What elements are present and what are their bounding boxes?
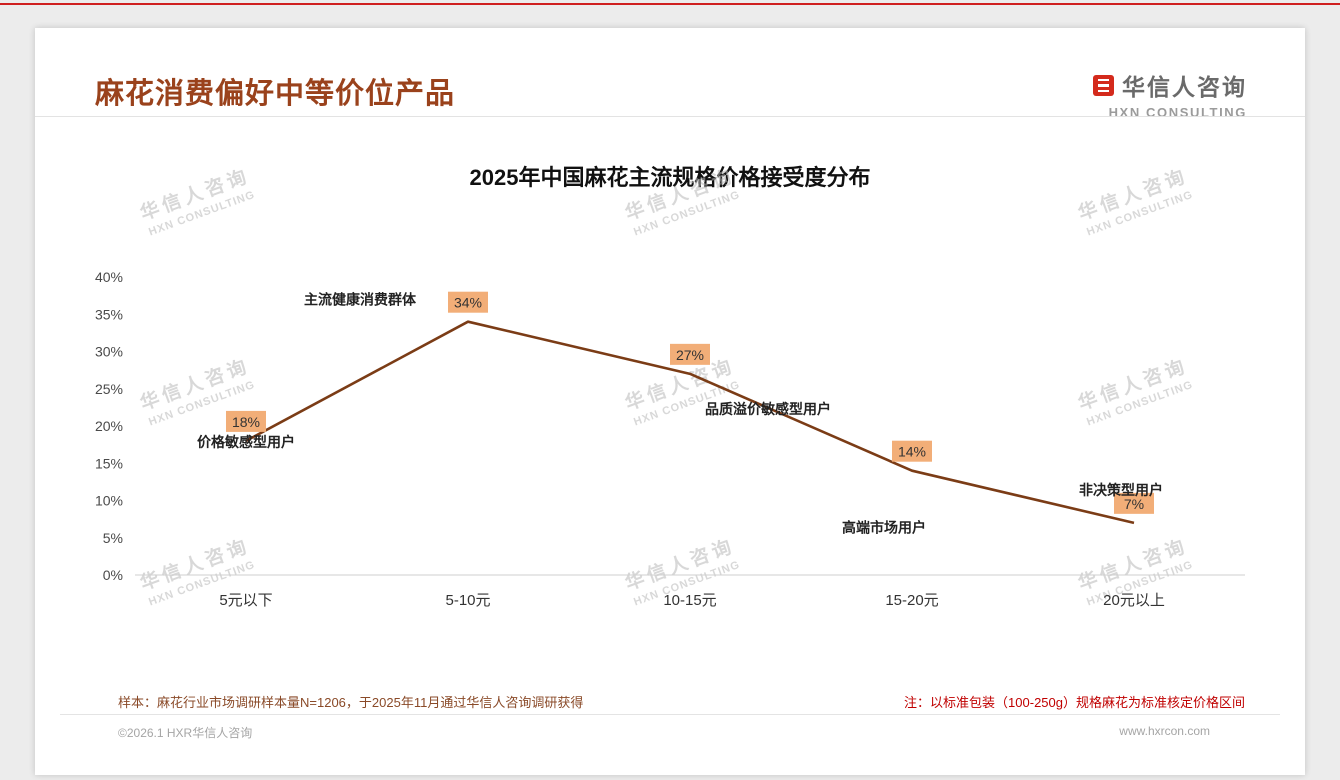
value-label: 14% [898, 444, 926, 460]
point-annotation: 非决策型用户 [1079, 482, 1163, 498]
value-label-box [1114, 492, 1154, 514]
chart-title: 2025年中国麻花主流规格价格接受度分布 [469, 165, 871, 190]
value-label: 34% [454, 295, 482, 311]
value-label: 18% [232, 414, 260, 430]
y-tick-label: 5% [103, 530, 123, 546]
brand-name: 华信人咨询 [1122, 74, 1247, 100]
value-label: 7% [1124, 496, 1144, 512]
y-tick-label: 0% [103, 567, 123, 583]
y-tick-label: 10% [95, 493, 123, 509]
brand-block: 华信人咨询 HXN CONSULTING [1093, 68, 1247, 120]
value-label-box [670, 343, 710, 365]
copyright-text: ©2026.1 HXR华信人咨询 [118, 726, 253, 740]
price-acceptance-line-chart: 0% 5% 10% 15% 20% 25% 30% 35% 40% 5元以下 5-10元 10-15元… [95, 269, 1245, 609]
page-title: 麻花消费偏好中等价位产品 [95, 78, 456, 110]
point-annotation: 高端市场用户 [842, 520, 926, 536]
y-tick-label: 25% [95, 381, 123, 397]
y-tick-label: 30% [95, 344, 123, 360]
y-tick-label: 15% [95, 455, 123, 471]
sample-note: 样本：麻花行业市场调研样本量N=1206，于2025年11月通过华信人咨询调研获… [118, 695, 584, 710]
x-category-label: 5-10元 [445, 592, 490, 609]
x-category-label: 15-20元 [885, 592, 938, 609]
y-tick-label: 40% [95, 269, 123, 285]
point-annotation: 主流健康消费群体 [304, 292, 417, 308]
point-annotation: 品质溢价敏感型用户 [705, 401, 831, 417]
footer-divider [60, 714, 1280, 715]
standard-note: 注：以标准包装（100-250g）规格麻花为标准核定价格区间 [904, 695, 1245, 710]
top-accent-line [0, 3, 1340, 5]
value-label-box [226, 410, 266, 432]
value-label-box [892, 440, 932, 462]
brand-subtitle: HXN CONSULTING [1108, 105, 1247, 120]
point-annotation: 价格敏感型用户 [197, 434, 295, 450]
website-text: www.hxrcon.com [1119, 724, 1210, 738]
header-divider [35, 116, 1305, 117]
report-card: 麻花消费偏好中等价位产品 华信人咨询 HXN CONSULTING 2025年中… [35, 28, 1305, 775]
x-category-label: 5元以下 [219, 592, 272, 609]
brand-logo-icon [1093, 74, 1114, 96]
x-category-label: 10-15元 [663, 592, 716, 609]
trend-line [245, 320, 1135, 525]
value-label: 27% [676, 347, 704, 363]
y-tick-label: 35% [95, 306, 123, 322]
value-label-box [448, 291, 488, 313]
x-category-label: 20元以上 [1103, 592, 1165, 609]
y-tick-label: 20% [95, 418, 123, 434]
